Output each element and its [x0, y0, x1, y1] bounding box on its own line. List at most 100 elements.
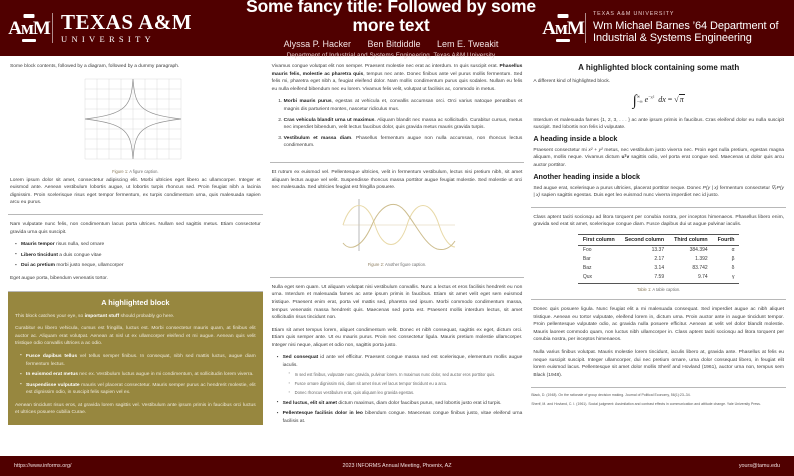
h1-math-2: uᵀv	[621, 155, 630, 161]
sine-wave-plot	[342, 198, 456, 251]
header-branding-right: AᴍM TEXAS A&M UNIVERSITY Wm Michael Barn…	[542, 11, 780, 45]
table-head: First column Second column Third column …	[577, 233, 740, 246]
column-left: Some block contents, followed by a diagr…	[8, 60, 263, 450]
table-row: Qux 7.59 9.74 γ	[578, 273, 740, 284]
table-cell: 384.394	[689, 247, 708, 254]
list-item: Cras vehicula blandit urna ut maximus. A…	[284, 117, 523, 132]
table-cell: 9.74	[697, 274, 708, 281]
paragraph-after-math: Interdum et malesuada fames {1, 2, 3, . …	[533, 117, 785, 131]
list-item: Sed luctus, elit sit amet dictum maximus…	[277, 399, 523, 408]
list-item: Mauris tempor risus nulla, sed ornare	[15, 241, 261, 249]
h2-pre: Sed augue erat, scelerisque a purus ultr…	[533, 185, 703, 191]
figure-2-caption: Figure 2: Another figure caption.	[272, 262, 523, 267]
integral-limits: ∞ −∞	[636, 93, 643, 104]
bullet-lead: Fusce dapibus tellus	[26, 353, 78, 359]
list-item: Fusce ornare dignissim nisi, diam sit am…	[289, 380, 523, 387]
middle-paragraph-3: Nulla eget sem quam. Ut aliquam volutpat…	[271, 284, 523, 321]
table-header-cell: Third column	[669, 233, 713, 246]
column-right: A highlighted block containing some math…	[531, 60, 787, 450]
logo-glyph-right: AᴍM	[542, 17, 585, 39]
references-section: Black, D. (1948). On the rationale of gr…	[531, 387, 787, 410]
inner-heading-1: A heading inside a block	[533, 133, 618, 143]
h1-post: sagittis odio, vel porta erat congue sed…	[533, 155, 784, 168]
middle-p1-bold: Phasellus mauris felis, molestie ac phar…	[271, 64, 523, 77]
department-line-2: Industrial & Systems Engineering	[593, 31, 752, 44]
page-title: Some fancy title: Followed by some more …	[246, 0, 536, 35]
gaussian-integral-formula: ∫∞ −∞ e−x² dx = √π	[632, 92, 685, 109]
column-middle: Vivamus congue volutpat elit non semper.…	[269, 60, 525, 450]
affiliation-line: Department of Industrial and Systems Eng…	[286, 52, 496, 60]
bullet-lead: Sed luctus, elit sit amet	[282, 400, 338, 406]
table-cell: 7.59	[654, 274, 665, 281]
table-caption-label: Table 1:	[637, 286, 652, 292]
list-item: In euismod erat metus nec ex. Vestibulum…	[20, 371, 256, 379]
footer-email[interactable]: yours@tamu.edu	[738, 463, 780, 469]
table-cell: 1.392	[695, 256, 708, 263]
table-cell: α	[731, 247, 735, 254]
h1-math-1: x² + y²	[588, 147, 603, 153]
author-3: Lem E. Tweakit	[437, 39, 499, 50]
data-table: First column Second column Third column …	[577, 233, 740, 284]
list-item: Pellentesque facilisis dolor in leo bibe…	[277, 410, 523, 425]
wordmark-line-1: TEXAS A&M	[61, 10, 193, 35]
inner-heading-2: Another heading inside a block	[533, 171, 640, 181]
math-block-title: A highlighted block containing some math	[578, 63, 740, 72]
poster-footer: https://www.informs.org/ 2023 INFORMS An…	[0, 456, 794, 476]
table-cell: δ	[731, 265, 735, 272]
item-rest: . Aliquam blandit nec massa ac sollicitu…	[283, 117, 523, 131]
middle-p1-post: , tempus nec ante. Donec finibus ante ve…	[271, 71, 523, 92]
header-divider-left	[52, 13, 53, 43]
texas-am-logo-icon: AᴍM	[8, 11, 51, 45]
left-block-intro: Some block contents, followed by a diagr…	[8, 60, 263, 209]
reference-item: Black, D. (1948). On the rationale of gr…	[531, 393, 691, 398]
h1-pre: Praesent consectetur mi	[533, 147, 589, 153]
table-cell: 3.14	[654, 265, 665, 272]
bullet-lead: In euismod erat metus	[26, 372, 78, 378]
left-intro-paragraph: Some block contents, followed by a diagr…	[10, 64, 180, 69]
header-title-block: Some fancy title: Followed by some more …	[234, 0, 548, 59]
right-tail-paragraph-1: Donec quis posuere ligula. Nunc feugiat …	[533, 306, 785, 343]
table-header-cell: First column	[577, 233, 620, 246]
bullet-lead: Pellentesque facilisis dolor in leo	[282, 411, 363, 417]
heading-1-paragraph: Praesent consectetur mi x² + y² metus, n…	[533, 147, 784, 170]
highlight-paragraph-2: Curabitur eu libero vehicula, cursus est…	[15, 326, 256, 347]
figure-2-caption-text: Another figure caption.	[384, 261, 427, 267]
list-item: Dui ac pretium morbi justo neque, ullamc…	[15, 262, 261, 270]
bullet-rest: a duis congue vitae	[57, 252, 102, 258]
bullet-rest: dictum maximus, diam dolor faucibus puru…	[337, 400, 502, 406]
item-lead: Morbi mauris purus	[283, 99, 332, 105]
list-item: Vestibulum et massa diam. Phasellus ferm…	[284, 135, 523, 150]
item-lead: Cras vehicula blandit urna ut maximus	[283, 117, 375, 123]
table-body: Foo 13.37 384.394 α Bar 2.17 1.392 β	[577, 245, 740, 284]
right-block-heading-1: A heading inside a block Praesent consec…	[531, 134, 786, 172]
table-row: Foo 13.37 384.394 α	[578, 245, 740, 255]
right-block-heading-2: Another heading inside a block Sed augue…	[531, 172, 786, 202]
left-paragraph-after-figure: Lorem ipsum dolor sit amet, consectetur …	[10, 177, 261, 206]
h1-mid: metus, nec vestibulum justo viverra nec.…	[533, 147, 785, 161]
author-1: Alyssa P. Hacker	[283, 39, 351, 50]
author-list: Alyssa P. Hacker Ben Bitdiddle Lem E. Tw…	[238, 39, 544, 49]
list-item: Libero tincidunt a duis congue vitae	[15, 251, 261, 260]
header-branding-left: AᴍM TEXAS A&M UNIVERSITY	[8, 10, 234, 45]
middle-sub-bullet-list: In sed est finibus, vulputate nunc gravi…	[283, 371, 523, 397]
table-cell: Qux	[582, 274, 593, 281]
formula-dx: dx	[656, 94, 666, 104]
reference-item: Sherif, M. and Hovland, C. I. (1961). So…	[531, 401, 761, 406]
heading-2-paragraph: Sed augue erat, scelerisque a purus ultr…	[533, 185, 784, 200]
footer-conference: 2023 INFORMS Annual Meeting, Phoenix, AZ	[342, 463, 452, 469]
figure-2-caption-label: Figure 2:	[367, 261, 385, 267]
highlight-lead-post: should probably go here.	[119, 313, 175, 319]
figure-1-caption-text: A figure caption.	[129, 168, 159, 174]
highlight-lead-pre: This block catches your eye, so	[15, 313, 85, 319]
bullet-rest: mauris vel placerat consectetur. Mauris …	[26, 382, 256, 396]
item-lead: Vestibulum et massa diam	[283, 135, 352, 141]
bullet-rest: vel tellus semper finibus. In consequat,…	[26, 353, 256, 367]
middle-block-figure: Et rutrum ex euismod vel. Pellentesque u…	[269, 161, 525, 272]
left-bullet-intro: Nam vulputate nunc felis, non condimentu…	[10, 221, 261, 235]
table-row: Bar 2.17 1.392 β	[578, 255, 740, 264]
table-cell: Bar	[582, 256, 591, 263]
footer-url[interactable]: https://www.informs.org/	[14, 463, 72, 469]
right-block-math: A highlighted block containing some math…	[531, 60, 786, 134]
highlight-closing-paragraph: Aenean tincidunt risus eros, at gravida …	[15, 402, 256, 416]
table-cell: Foo	[582, 247, 592, 254]
